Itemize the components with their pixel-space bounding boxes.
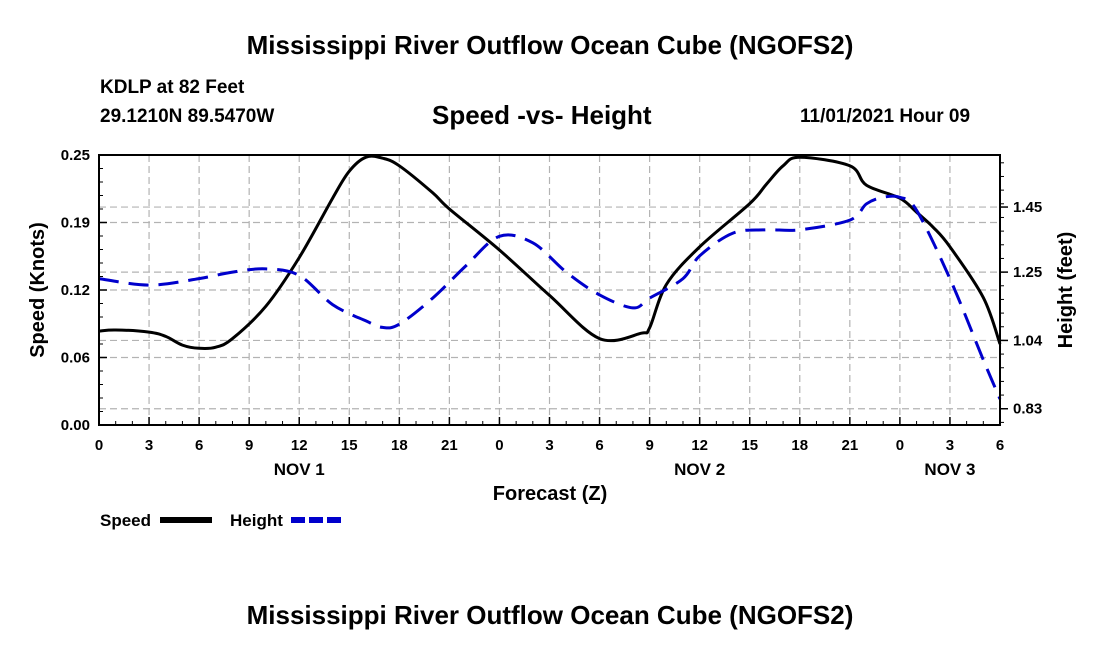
y2-tick-label: 1.25 [1013,264,1042,281]
y-axis-title: Speed (Knots) [27,222,49,358]
day-label: NOV 3 [924,460,975,479]
x-tick-label: 0 [495,437,503,454]
x-tick-label: 0 [896,437,904,454]
y2-tick-label: 1.45 [1013,199,1042,216]
legend: Speed Height [100,511,343,530]
x-tick-label: 3 [545,437,553,454]
chart-subtitle: Speed -vs- Height [432,100,652,130]
day-label: NOV 2 [674,460,725,479]
x-tick-label: 21 [841,437,858,454]
x-tick-label: 15 [741,437,758,454]
legend-speed-label: Speed [100,511,151,530]
speed-series-line [98,154,1002,351]
height-series-line [98,194,1002,400]
speed-height-chart: 0 3 6 9 12 15 18 21 0 3 6 9 12 15 18 21 0 3 6 NOV 1 NOV 2 NOV… [27,147,1077,530]
bottom-title: Mississippi River Outflow Ocean Cube (NG… [246,600,854,630]
forecast-timestamp: 11/01/2021 Hour 09 [800,106,971,127]
y-tick-label: 0.12 [61,282,90,299]
x-tick-label: 3 [946,437,954,454]
day-label: NOV 1 [274,460,325,479]
chart-main-title: Mississippi River Outflow Ocean Cube (NG… [246,30,854,60]
y2-tick-label: 0.83 [1013,401,1042,418]
y2-axis-title: Height (feet) [1055,232,1077,349]
station-label: KDLP at 82 Feet [100,77,245,98]
x-tick-label: 15 [341,437,358,454]
x-tick-label: 6 [996,437,1004,454]
x-tick-label: 3 [145,437,153,454]
x-tick-label: 6 [195,437,203,454]
y-tick-label: 0.00 [61,417,90,434]
y-tick-label: 0.25 [61,147,90,164]
legend-height-label: Height [230,511,283,530]
x-tick-label: 0 [95,437,103,454]
x-tick-label: 18 [791,437,808,454]
x-tick-label: 21 [441,437,458,454]
x-tick-label: 9 [645,437,653,454]
axes-layer: 0 3 6 9 12 15 18 21 0 3 6 9 12 15 18 21 0 3 6 NOV 1 NOV 2 NOV… [61,147,1043,479]
series-layer [98,154,1002,400]
y-tick-label: 0.19 [61,215,90,232]
x-tick-label: 6 [595,437,603,454]
x-tick-label: 9 [245,437,253,454]
x-tick-label: 12 [691,437,708,454]
x-tick-label: 18 [391,437,408,454]
grid-layer [99,155,1000,425]
station-coordinates: 29.1210N 89.5470W [100,106,275,127]
x-tick-label: 12 [291,437,308,454]
y2-tick-label: 1.04 [1013,332,1043,349]
y-tick-label: 0.06 [61,350,90,367]
x-axis-title: Forecast (Z) [493,483,607,505]
